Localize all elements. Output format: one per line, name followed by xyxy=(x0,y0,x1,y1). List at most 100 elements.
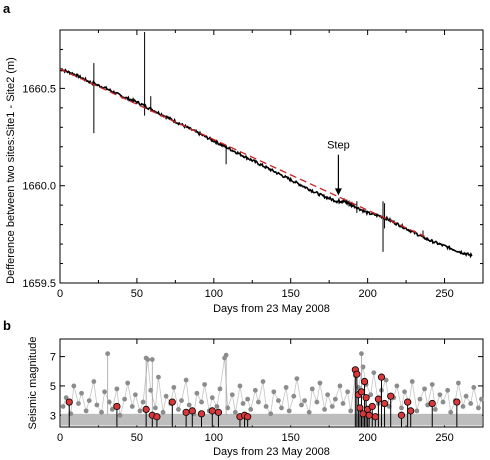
background-event-point xyxy=(309,386,315,392)
background-event-point xyxy=(83,408,89,414)
background-event-point xyxy=(429,382,435,387)
panel-a-y-tick-label: 1659.5 xyxy=(22,278,56,290)
panel-a-x-tick-label: 150 xyxy=(282,288,300,300)
background-event-point xyxy=(232,409,238,415)
background-event-point xyxy=(399,405,404,411)
panel-a-x-tick-label: 0 xyxy=(57,288,63,300)
background-event-point xyxy=(340,401,346,406)
panel-b-x-tick-label: 50 xyxy=(131,432,143,444)
background-event-point xyxy=(271,389,277,395)
highlighted-event-point xyxy=(142,405,150,413)
background-event-point xyxy=(337,383,343,389)
observed-difference-line xyxy=(59,68,473,259)
highlighted-event-point xyxy=(153,413,161,421)
background-event-point xyxy=(140,399,146,405)
panel-b-y-tick-label: 3 xyxy=(50,410,56,422)
background-event-point xyxy=(286,408,292,414)
large-event-point xyxy=(105,351,111,357)
background-event-point xyxy=(332,396,338,402)
background-event-point xyxy=(409,379,415,384)
panel-a-y-tick-label: 1660.5 xyxy=(22,83,56,95)
background-event-point xyxy=(194,390,200,396)
large-event-point xyxy=(223,352,229,358)
background-event-point xyxy=(160,409,166,415)
background-event-point xyxy=(463,393,469,399)
background-event-point xyxy=(214,404,220,409)
background-event-point xyxy=(129,404,135,409)
background-event-band xyxy=(61,413,482,426)
highlighted-event-point xyxy=(188,407,196,415)
highlighted-event-point xyxy=(356,404,364,412)
highlighted-event-point xyxy=(244,413,252,421)
background-event-point xyxy=(79,390,84,396)
background-event-point xyxy=(86,398,92,403)
background-event-point xyxy=(448,409,454,415)
highlighted-event-point xyxy=(360,377,369,386)
background-event-point xyxy=(163,393,169,399)
step-annotation-arrowhead xyxy=(334,188,342,196)
background-event-point xyxy=(368,392,374,398)
background-event-point xyxy=(256,399,261,405)
panel-b-series xyxy=(60,351,484,427)
background-event-point xyxy=(283,385,289,390)
background-event-point xyxy=(445,387,451,393)
background-event-point xyxy=(245,396,251,402)
background-event-point xyxy=(279,405,284,411)
panel-b-y-axis-label: Seismic magnitude xyxy=(27,337,39,430)
panel-b-y-tick-label: 7 xyxy=(50,352,56,364)
highlighted-event-point xyxy=(404,398,412,406)
background-event-point xyxy=(437,392,443,398)
background-event-point xyxy=(302,398,307,403)
background-event-point xyxy=(179,398,184,403)
background-event-point xyxy=(417,396,423,402)
background-event-point xyxy=(460,404,466,409)
background-event-point xyxy=(122,396,128,402)
highlighted-event-point xyxy=(377,373,386,381)
panel-b-y-tick-label: 5 xyxy=(50,381,56,393)
highlighted-event-point xyxy=(371,413,379,421)
highlighted-event-point xyxy=(357,388,366,396)
background-event-point xyxy=(137,408,143,414)
background-event-point xyxy=(432,407,438,412)
background-event-point xyxy=(209,395,215,401)
background-event-point xyxy=(325,392,331,398)
background-event-point xyxy=(329,404,335,409)
highlighted-event-point xyxy=(380,399,389,408)
panel-a-y-axis-label: Defference between two sites:Site1 - Sit… xyxy=(5,57,17,284)
highlighted-event-point xyxy=(368,402,376,411)
panel-a-x-tick-label: 100 xyxy=(205,288,223,300)
large-event-point xyxy=(143,355,149,361)
background-event-point xyxy=(152,405,158,411)
panel-a-series xyxy=(59,31,473,259)
background-event-point xyxy=(383,377,389,383)
background-event-point xyxy=(345,389,351,395)
background-event-point xyxy=(125,380,131,386)
background-event-point xyxy=(229,392,235,398)
background-event-point xyxy=(394,383,400,389)
background-event-point xyxy=(479,396,484,402)
background-event-point xyxy=(94,402,100,408)
background-event-point xyxy=(156,374,161,380)
panel-a-y-tick-label: 1660.0 xyxy=(22,181,56,193)
background-event-point xyxy=(99,409,104,415)
background-event-point xyxy=(202,382,207,387)
background-event-point xyxy=(217,386,223,392)
panel-a-plot: 0 50 100 150 200 250 1659.5 1660.0 1660.5 Step D… xyxy=(5,29,484,315)
background-event-point xyxy=(114,386,120,392)
background-event-point xyxy=(252,387,258,393)
background-event-point xyxy=(455,380,461,386)
step-annotation-label: Step xyxy=(327,140,350,152)
highlighted-event-point xyxy=(374,395,383,403)
highlighted-event-point xyxy=(208,407,216,415)
background-event-point xyxy=(322,407,327,412)
panel-b-x-tick-label: 150 xyxy=(282,432,300,444)
background-event-point xyxy=(291,393,297,399)
panel-b-frame xyxy=(59,338,484,428)
background-event-point xyxy=(276,398,281,403)
highlighted-event-point xyxy=(182,408,190,416)
large-event-point xyxy=(149,357,155,362)
linear-fit-line xyxy=(59,68,425,237)
background-event-point xyxy=(348,408,354,414)
background-event-point xyxy=(306,409,312,415)
